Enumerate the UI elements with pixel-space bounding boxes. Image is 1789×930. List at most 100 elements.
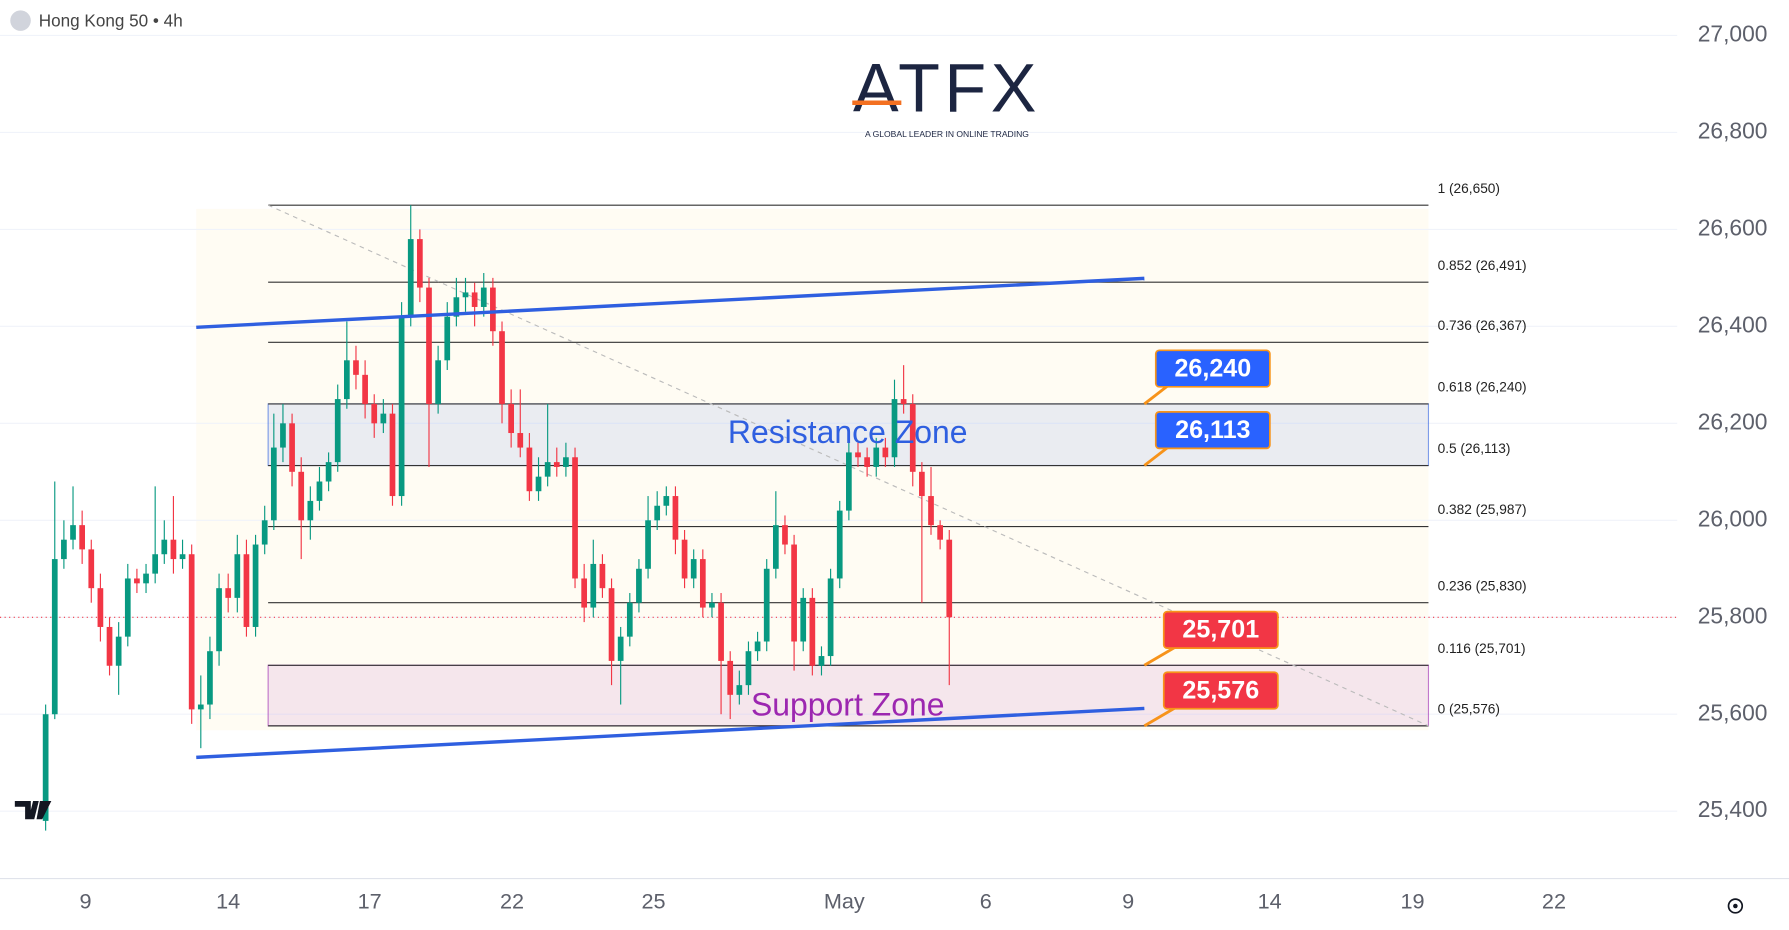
x-tick-label: 9 xyxy=(80,888,92,913)
candle-body xyxy=(298,471,305,521)
candle-body xyxy=(334,399,341,463)
candle-body xyxy=(179,554,186,560)
candle-body xyxy=(827,578,834,657)
candle-body xyxy=(645,520,651,569)
callout-label: 26,240 xyxy=(1174,354,1251,382)
callout-pointer xyxy=(1143,444,1171,467)
candle-body xyxy=(325,462,332,482)
fib-label: 0 (25,576) xyxy=(1438,702,1500,717)
candle-body xyxy=(937,525,943,540)
candle-body xyxy=(207,651,213,705)
candle-body xyxy=(663,496,670,506)
settings-icon[interactable] xyxy=(1727,898,1744,914)
candle-body xyxy=(407,239,414,317)
candle-body xyxy=(608,588,615,661)
trendline xyxy=(196,706,1145,760)
candle-body xyxy=(919,471,925,497)
candle-body xyxy=(855,452,861,458)
candle-body xyxy=(216,588,222,652)
logo-name: ATFX xyxy=(853,50,1041,127)
candle-body xyxy=(453,297,460,317)
candle-body xyxy=(544,462,551,477)
candle-body xyxy=(307,500,314,521)
candle-body xyxy=(617,636,624,661)
tv-logo-shape[interactable] xyxy=(14,801,52,820)
candle-body xyxy=(681,539,688,579)
grid xyxy=(0,34,1678,812)
x-tick-label: 17 xyxy=(358,888,382,913)
candle-body xyxy=(362,374,368,404)
candle-body xyxy=(517,433,524,448)
logo-tagline: A GLOBAL LEADER IN ONLINE TRADING xyxy=(865,129,1029,139)
candle-body xyxy=(499,331,505,404)
candle-body xyxy=(161,539,168,555)
candle-body xyxy=(581,578,588,608)
candle-body xyxy=(106,626,113,666)
candle-body xyxy=(444,316,451,361)
candle-body xyxy=(42,714,49,821)
candle-body xyxy=(70,525,76,540)
callout-label: 25,576 xyxy=(1182,676,1259,704)
candle-body xyxy=(234,554,241,598)
y-tick-label: 26,400 xyxy=(1698,311,1768,337)
candle-body xyxy=(882,447,889,458)
zone-label: Resistance Zone xyxy=(728,414,968,450)
x-tick-label: 22 xyxy=(500,888,524,913)
callout-box xyxy=(1154,349,1271,388)
y-tick-label: 26,200 xyxy=(1698,408,1768,434)
x-tick-label: 22 xyxy=(1542,888,1566,913)
candle-body xyxy=(398,316,405,497)
candle-body xyxy=(809,597,816,666)
candle-body xyxy=(371,403,378,424)
candle-body xyxy=(736,685,743,695)
candle-body xyxy=(252,544,259,627)
candle-body xyxy=(490,287,496,332)
zone-label: Support Zone xyxy=(751,686,945,722)
fib-label: 0.852 (26,491) xyxy=(1438,258,1527,273)
y-tick-label: 26,600 xyxy=(1698,214,1768,240)
logo: ATFX A GLOBAL LEADER IN ONLINE TRADING xyxy=(852,50,1041,139)
candle-body xyxy=(727,660,734,695)
candle-body xyxy=(134,578,140,584)
candle-body xyxy=(270,447,277,521)
x-tick-label: 19 xyxy=(1400,888,1424,913)
candle-body xyxy=(124,578,131,637)
callout-pointer xyxy=(1143,705,1179,728)
candle-body xyxy=(535,476,542,492)
candle-body xyxy=(480,287,487,307)
candle-body xyxy=(709,602,715,608)
trendline xyxy=(196,276,1145,330)
candle-body xyxy=(508,403,514,434)
candle-body xyxy=(846,452,852,511)
candle-body xyxy=(289,423,295,472)
candle-body xyxy=(51,559,58,715)
candle-body xyxy=(836,510,843,579)
x-tick-label: 14 xyxy=(1258,888,1282,913)
candles xyxy=(42,205,953,831)
candle-body xyxy=(79,525,86,550)
candle-body xyxy=(115,636,122,666)
candle-body xyxy=(435,360,441,404)
candle-body xyxy=(88,549,95,589)
candle-body xyxy=(261,520,268,545)
candle-body xyxy=(928,496,934,526)
y-tick-label: 25,400 xyxy=(1698,796,1768,822)
candle-body xyxy=(170,539,177,560)
candle-body xyxy=(143,573,149,584)
candle-body xyxy=(599,563,606,589)
candle-body xyxy=(97,588,104,627)
y-tick-label: 26,800 xyxy=(1698,117,1768,143)
settings-icon-dot xyxy=(1733,903,1738,909)
y-tick-label: 25,600 xyxy=(1698,699,1768,725)
fib-label: 0.736 (26,367) xyxy=(1438,318,1527,333)
candle-body xyxy=(426,287,432,404)
candle-body xyxy=(690,559,697,579)
callout-box xyxy=(1162,610,1279,650)
symbol-title: Hong Kong 50 • 4h xyxy=(39,11,183,30)
candle-body xyxy=(800,597,807,642)
callout-label: 25,701 xyxy=(1182,616,1259,644)
y-tick-label: 27,000 xyxy=(1698,20,1768,46)
fib-label: 0.116 (25,701) xyxy=(1438,641,1526,656)
candle-body xyxy=(909,403,916,472)
